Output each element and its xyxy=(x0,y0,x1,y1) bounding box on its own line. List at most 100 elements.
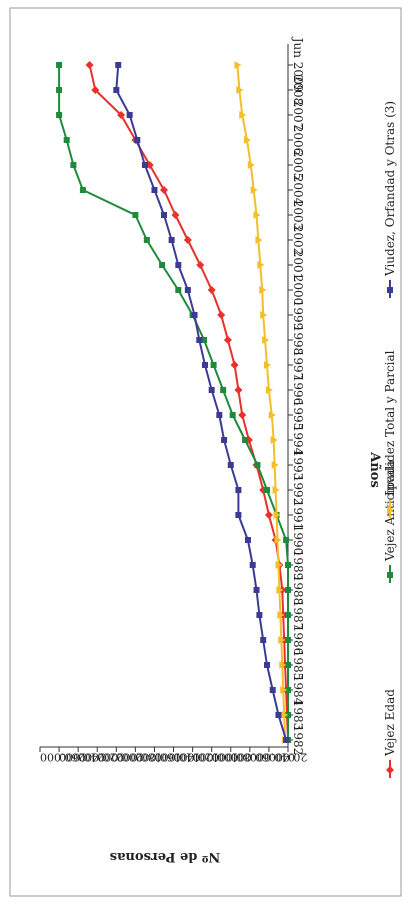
data-point xyxy=(277,611,285,619)
data-point xyxy=(201,337,208,343)
data-point xyxy=(207,286,216,294)
data-point xyxy=(285,562,291,568)
data-point xyxy=(234,61,242,69)
data-point xyxy=(285,637,291,643)
data-point xyxy=(236,86,244,94)
data-point xyxy=(254,462,261,468)
data-point xyxy=(243,136,251,144)
data-point xyxy=(56,112,63,118)
data-point xyxy=(256,612,263,618)
data-point xyxy=(242,437,249,443)
data-point xyxy=(250,186,258,194)
data-point xyxy=(151,187,158,193)
data-point xyxy=(285,687,291,693)
data-point xyxy=(285,612,291,618)
data-point xyxy=(217,311,226,319)
data-point xyxy=(143,237,150,243)
data-point xyxy=(239,111,247,119)
series-line xyxy=(58,65,289,740)
data-point xyxy=(253,211,261,219)
data-point xyxy=(260,637,267,643)
value-tick-label: 80.000 xyxy=(212,751,251,764)
series-line xyxy=(236,64,287,741)
data-point xyxy=(168,237,175,243)
legend-item: Vejez Edad xyxy=(383,689,397,778)
category-tick-label: 1997 xyxy=(291,350,305,381)
data-point xyxy=(216,412,223,418)
data-point xyxy=(255,236,263,244)
data-point xyxy=(79,187,86,193)
category-tick-label: 1983 xyxy=(291,700,305,731)
data-point xyxy=(280,686,288,694)
value-tick-label: 240.000 xyxy=(59,751,104,764)
category-tick-label: 1985 xyxy=(291,650,305,681)
data-point xyxy=(63,137,70,143)
data-point xyxy=(191,312,198,318)
data-point xyxy=(91,86,100,94)
category-tick-label: 2006 xyxy=(291,125,305,156)
data-point xyxy=(249,562,256,568)
category-tick-label: 1994 xyxy=(291,425,305,456)
data-point xyxy=(220,387,227,393)
category-tick-label: 2003 xyxy=(291,200,305,231)
category-tick-label: 1991 xyxy=(291,500,305,531)
data-point xyxy=(56,87,63,93)
category-tick-label: 1999 xyxy=(291,300,305,331)
data-point xyxy=(235,512,242,518)
series-3 xyxy=(113,62,290,743)
data-point xyxy=(257,261,265,269)
legend-label: Vejez Edad xyxy=(383,689,397,757)
data-point xyxy=(171,211,180,219)
data-point xyxy=(278,636,286,644)
value-tick-label: 220.000 xyxy=(78,751,124,764)
data-point xyxy=(202,362,209,368)
data-point xyxy=(184,287,191,293)
data-point xyxy=(227,462,234,468)
category-tick-label: 1989 xyxy=(291,550,305,581)
data-point xyxy=(274,536,282,544)
data-point xyxy=(117,111,126,119)
data-point xyxy=(283,537,290,543)
data-point xyxy=(271,461,279,469)
data-point xyxy=(196,261,205,269)
data-point xyxy=(264,487,271,493)
y-axis-title: Nº de Personas xyxy=(110,849,221,864)
data-point xyxy=(221,437,228,443)
data-point xyxy=(281,711,289,719)
series-line xyxy=(115,64,288,741)
data-point xyxy=(275,712,282,718)
data-point xyxy=(264,511,273,519)
value-tick-label: 160.000 xyxy=(135,751,181,764)
category-tick-label: 2004 xyxy=(291,175,305,206)
category-ticks: 1982198319841985198619871988198919901991… xyxy=(288,36,305,756)
series-2 xyxy=(234,61,290,744)
category-tick-label: 1988 xyxy=(291,575,305,606)
data-point xyxy=(115,62,122,68)
category-tick-label: 1992 xyxy=(291,475,305,506)
data-point xyxy=(253,587,260,593)
category-tick-label: 1995 xyxy=(291,400,305,431)
category-tick-label: Jun 2009 xyxy=(291,36,305,93)
category-tick-label: 1982 xyxy=(291,725,305,756)
data-point xyxy=(175,287,182,293)
category-tick-label: 1990 xyxy=(291,525,305,556)
series-line xyxy=(88,64,289,741)
data-point xyxy=(141,162,148,168)
category-tick-label: 2002 xyxy=(291,225,305,256)
value-tick-label: 120.000 xyxy=(174,751,220,764)
data-point xyxy=(283,737,290,743)
legend-item: Viudez, Orfandad y Otras (3) xyxy=(383,101,397,298)
data-point xyxy=(259,286,267,294)
category-tick-label: 2007 xyxy=(291,100,305,131)
value-ticks: 260.000240.000220.000200.000180.000160.0… xyxy=(39,747,307,764)
value-tick-label: 200.000 xyxy=(97,751,143,764)
category-tick-label: 1987 xyxy=(291,600,305,631)
legend-swatch-marker xyxy=(387,572,393,578)
data-point xyxy=(238,411,247,419)
data-point xyxy=(234,386,243,394)
data-point xyxy=(161,212,167,218)
data-point xyxy=(223,336,232,344)
data-point xyxy=(113,87,120,93)
